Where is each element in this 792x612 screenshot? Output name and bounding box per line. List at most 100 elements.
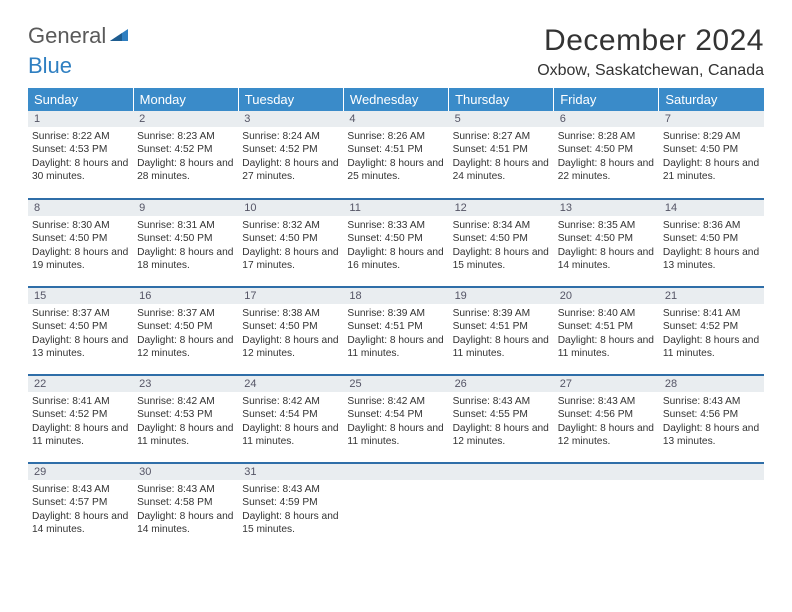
sunrise-line: Sunrise: 8:39 AM bbox=[453, 307, 550, 320]
calendar-row: 22Sunrise: 8:41 AMSunset: 4:52 PMDayligh… bbox=[28, 375, 764, 463]
calendar-cell: 27Sunrise: 8:43 AMSunset: 4:56 PMDayligh… bbox=[554, 375, 659, 463]
day-details: Sunrise: 8:43 AMSunset: 4:55 PMDaylight:… bbox=[449, 392, 554, 452]
day-details: Sunrise: 8:43 AMSunset: 4:58 PMDaylight:… bbox=[133, 480, 238, 540]
day-details: Sunrise: 8:23 AMSunset: 4:52 PMDaylight:… bbox=[133, 127, 238, 187]
calendar-cell: 10Sunrise: 8:32 AMSunset: 4:50 PMDayligh… bbox=[238, 199, 343, 287]
day-details: Sunrise: 8:42 AMSunset: 4:54 PMDaylight:… bbox=[238, 392, 343, 452]
day-number-empty bbox=[449, 464, 554, 480]
sunrise-line: Sunrise: 8:22 AM bbox=[32, 130, 129, 143]
day-number: 30 bbox=[133, 464, 238, 480]
day-number: 1 bbox=[28, 111, 133, 127]
sunset-line: Sunset: 4:57 PM bbox=[32, 496, 129, 509]
daylight-line: Daylight: 8 hours and 11 minutes. bbox=[137, 422, 234, 449]
sunrise-line: Sunrise: 8:43 AM bbox=[663, 395, 760, 408]
daylight-line: Daylight: 8 hours and 11 minutes. bbox=[242, 422, 339, 449]
sunrise-line: Sunrise: 8:41 AM bbox=[663, 307, 760, 320]
day-details: Sunrise: 8:37 AMSunset: 4:50 PMDaylight:… bbox=[28, 304, 133, 364]
daylight-line: Daylight: 8 hours and 11 minutes. bbox=[663, 334, 760, 361]
daylight-line: Daylight: 8 hours and 24 minutes. bbox=[453, 157, 550, 184]
sunset-line: Sunset: 4:50 PM bbox=[663, 232, 760, 245]
calendar-cell: 23Sunrise: 8:42 AMSunset: 4:53 PMDayligh… bbox=[133, 375, 238, 463]
weekday-header: Sunday bbox=[28, 88, 133, 111]
sunset-line: Sunset: 4:50 PM bbox=[347, 232, 444, 245]
weekday-header: Tuesday bbox=[238, 88, 343, 111]
day-number: 18 bbox=[343, 288, 448, 304]
sunrise-line: Sunrise: 8:43 AM bbox=[137, 483, 234, 496]
sunset-line: Sunset: 4:54 PM bbox=[347, 408, 444, 421]
daylight-line: Daylight: 8 hours and 11 minutes. bbox=[453, 334, 550, 361]
day-number: 13 bbox=[554, 200, 659, 216]
daylight-line: Daylight: 8 hours and 14 minutes. bbox=[32, 510, 129, 537]
sunrise-line: Sunrise: 8:43 AM bbox=[453, 395, 550, 408]
sunset-line: Sunset: 4:50 PM bbox=[558, 143, 655, 156]
sunrise-line: Sunrise: 8:30 AM bbox=[32, 219, 129, 232]
daylight-line: Daylight: 8 hours and 11 minutes. bbox=[32, 422, 129, 449]
sunset-line: Sunset: 4:56 PM bbox=[558, 408, 655, 421]
sunrise-line: Sunrise: 8:34 AM bbox=[453, 219, 550, 232]
calendar-cell: 12Sunrise: 8:34 AMSunset: 4:50 PMDayligh… bbox=[449, 199, 554, 287]
daylight-line: Daylight: 8 hours and 27 minutes. bbox=[242, 157, 339, 184]
daylight-line: Daylight: 8 hours and 11 minutes. bbox=[347, 422, 444, 449]
logo-general: General bbox=[28, 23, 106, 48]
day-details: Sunrise: 8:27 AMSunset: 4:51 PMDaylight:… bbox=[449, 127, 554, 187]
sunset-line: Sunset: 4:50 PM bbox=[137, 320, 234, 333]
calendar-cell: 2Sunrise: 8:23 AMSunset: 4:52 PMDaylight… bbox=[133, 111, 238, 199]
calendar-cell: 1Sunrise: 8:22 AMSunset: 4:53 PMDaylight… bbox=[28, 111, 133, 199]
calendar-row: 15Sunrise: 8:37 AMSunset: 4:50 PMDayligh… bbox=[28, 287, 764, 375]
day-details: Sunrise: 8:22 AMSunset: 4:53 PMDaylight:… bbox=[28, 127, 133, 187]
sunset-line: Sunset: 4:50 PM bbox=[242, 232, 339, 245]
day-number-empty bbox=[659, 464, 764, 480]
day-details: Sunrise: 8:39 AMSunset: 4:51 PMDaylight:… bbox=[343, 304, 448, 364]
calendar-cell: 25Sunrise: 8:42 AMSunset: 4:54 PMDayligh… bbox=[343, 375, 448, 463]
day-number: 8 bbox=[28, 200, 133, 216]
calendar-cell: 5Sunrise: 8:27 AMSunset: 4:51 PMDaylight… bbox=[449, 111, 554, 199]
sunrise-line: Sunrise: 8:43 AM bbox=[242, 483, 339, 496]
title-block: December 2024 Oxbow, Saskatchewan, Canad… bbox=[537, 24, 764, 80]
daylight-line: Daylight: 8 hours and 25 minutes. bbox=[347, 157, 444, 184]
daylight-line: Daylight: 8 hours and 13 minutes. bbox=[32, 334, 129, 361]
sunset-line: Sunset: 4:51 PM bbox=[453, 320, 550, 333]
calendar-table: SundayMondayTuesdayWednesdayThursdayFrid… bbox=[28, 88, 764, 551]
daylight-line: Daylight: 8 hours and 12 minutes. bbox=[242, 334, 339, 361]
day-number: 5 bbox=[449, 111, 554, 127]
daylight-line: Daylight: 8 hours and 17 minutes. bbox=[242, 246, 339, 273]
calendar-cell: 14Sunrise: 8:36 AMSunset: 4:50 PMDayligh… bbox=[659, 199, 764, 287]
sunrise-line: Sunrise: 8:42 AM bbox=[137, 395, 234, 408]
sunset-line: Sunset: 4:55 PM bbox=[453, 408, 550, 421]
sunrise-line: Sunrise: 8:42 AM bbox=[347, 395, 444, 408]
calendar-row: 1Sunrise: 8:22 AMSunset: 4:53 PMDaylight… bbox=[28, 111, 764, 199]
daylight-line: Daylight: 8 hours and 11 minutes. bbox=[558, 334, 655, 361]
calendar-cell: 28Sunrise: 8:43 AMSunset: 4:56 PMDayligh… bbox=[659, 375, 764, 463]
calendar-cell: 16Sunrise: 8:37 AMSunset: 4:50 PMDayligh… bbox=[133, 287, 238, 375]
day-number: 7 bbox=[659, 111, 764, 127]
day-details: Sunrise: 8:26 AMSunset: 4:51 PMDaylight:… bbox=[343, 127, 448, 187]
daylight-line: Daylight: 8 hours and 14 minutes. bbox=[558, 246, 655, 273]
month-title: December 2024 bbox=[537, 24, 764, 58]
sunrise-line: Sunrise: 8:31 AM bbox=[137, 219, 234, 232]
sunset-line: Sunset: 4:51 PM bbox=[558, 320, 655, 333]
day-details: Sunrise: 8:43 AMSunset: 4:56 PMDaylight:… bbox=[554, 392, 659, 452]
sunset-line: Sunset: 4:52 PM bbox=[32, 408, 129, 421]
day-details: Sunrise: 8:43 AMSunset: 4:56 PMDaylight:… bbox=[659, 392, 764, 452]
day-number: 6 bbox=[554, 111, 659, 127]
calendar-cell: 6Sunrise: 8:28 AMSunset: 4:50 PMDaylight… bbox=[554, 111, 659, 199]
daylight-line: Daylight: 8 hours and 15 minutes. bbox=[453, 246, 550, 273]
day-details: Sunrise: 8:30 AMSunset: 4:50 PMDaylight:… bbox=[28, 216, 133, 276]
calendar-cell: 17Sunrise: 8:38 AMSunset: 4:50 PMDayligh… bbox=[238, 287, 343, 375]
day-number: 10 bbox=[238, 200, 343, 216]
calendar-cell: 20Sunrise: 8:40 AMSunset: 4:51 PMDayligh… bbox=[554, 287, 659, 375]
sunrise-line: Sunrise: 8:42 AM bbox=[242, 395, 339, 408]
calendar-cell: 22Sunrise: 8:41 AMSunset: 4:52 PMDayligh… bbox=[28, 375, 133, 463]
day-details: Sunrise: 8:41 AMSunset: 4:52 PMDaylight:… bbox=[28, 392, 133, 452]
sunrise-line: Sunrise: 8:43 AM bbox=[558, 395, 655, 408]
weekday-header: Thursday bbox=[449, 88, 554, 111]
sunset-line: Sunset: 4:51 PM bbox=[453, 143, 550, 156]
daylight-line: Daylight: 8 hours and 13 minutes. bbox=[663, 246, 760, 273]
day-details: Sunrise: 8:42 AMSunset: 4:54 PMDaylight:… bbox=[343, 392, 448, 452]
day-number: 26 bbox=[449, 376, 554, 392]
daylight-line: Daylight: 8 hours and 14 minutes. bbox=[137, 510, 234, 537]
calendar-cell: 18Sunrise: 8:39 AMSunset: 4:51 PMDayligh… bbox=[343, 287, 448, 375]
day-number: 27 bbox=[554, 376, 659, 392]
day-number: 31 bbox=[238, 464, 343, 480]
header: General Blue December 2024 Oxbow, Saskat… bbox=[28, 24, 764, 80]
